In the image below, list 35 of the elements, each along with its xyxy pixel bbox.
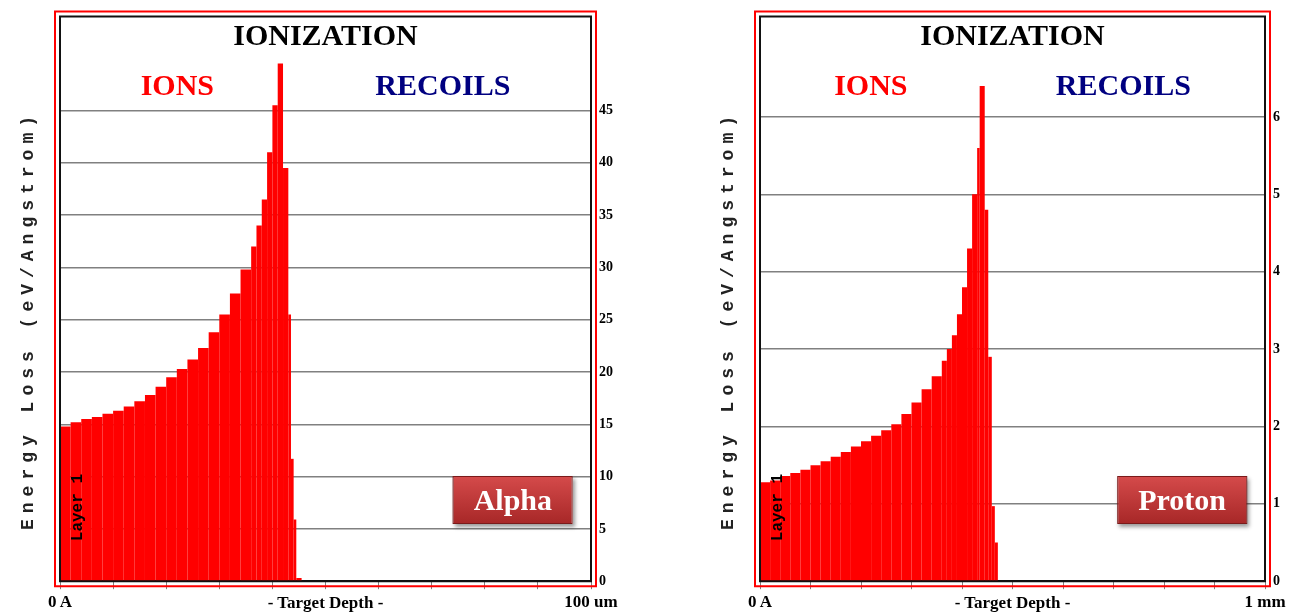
- y-tick-label: 15: [599, 415, 613, 431]
- annotation: Alpha: [452, 476, 573, 525]
- y-tick-label: 2: [1273, 418, 1280, 434]
- x-axis-title: - Target Depth -: [267, 593, 384, 613]
- y-tick-label: 4: [1273, 263, 1280, 279]
- x-tick-label: 1 mm: [1244, 591, 1286, 611]
- annotation: Layer 1: [69, 473, 88, 542]
- text: IONS: [834, 68, 908, 102]
- x-tick-label: 0 A: [47, 591, 73, 611]
- annotation: Proton: [1117, 476, 1247, 525]
- annotation: RECOILS: [375, 68, 511, 102]
- y-tick-label: 25: [599, 311, 613, 327]
- y-tick-label: 1: [1273, 495, 1280, 511]
- y-tick-label: 30: [599, 259, 613, 275]
- y-tick-label: 3: [1273, 340, 1280, 356]
- y-tick-label: 0: [599, 572, 606, 588]
- annotation: Layer 1: [769, 473, 788, 542]
- y-tick-label: 5: [599, 520, 606, 536]
- y-tick-label: 0: [1273, 572, 1280, 588]
- annotation: RECOILS: [1055, 68, 1191, 102]
- y-tick-label: 6: [1273, 108, 1280, 124]
- series-label: IONS: [140, 68, 214, 102]
- y-tick-label: 20: [599, 363, 613, 379]
- y-tick-label: 5: [1273, 185, 1280, 201]
- y-axis-title: Energy Loss (eV/Angstrom): [18, 109, 38, 531]
- x-axis-title: - Target Depth -: [954, 593, 1071, 613]
- x-tick-label: 100 um: [564, 591, 618, 611]
- y-tick-label: 10: [599, 468, 613, 484]
- y-tick-label: 45: [599, 102, 613, 118]
- chart-title: IONIZATION: [233, 18, 418, 52]
- y-tick-label: 40: [599, 154, 613, 170]
- x-tick-label: 0 A: [747, 591, 773, 611]
- chart-title: IONIZATION: [920, 18, 1105, 52]
- y-tick-label: 35: [599, 206, 613, 222]
- y-axis-title: Energy Loss (eV/Angstrom): [718, 109, 738, 531]
